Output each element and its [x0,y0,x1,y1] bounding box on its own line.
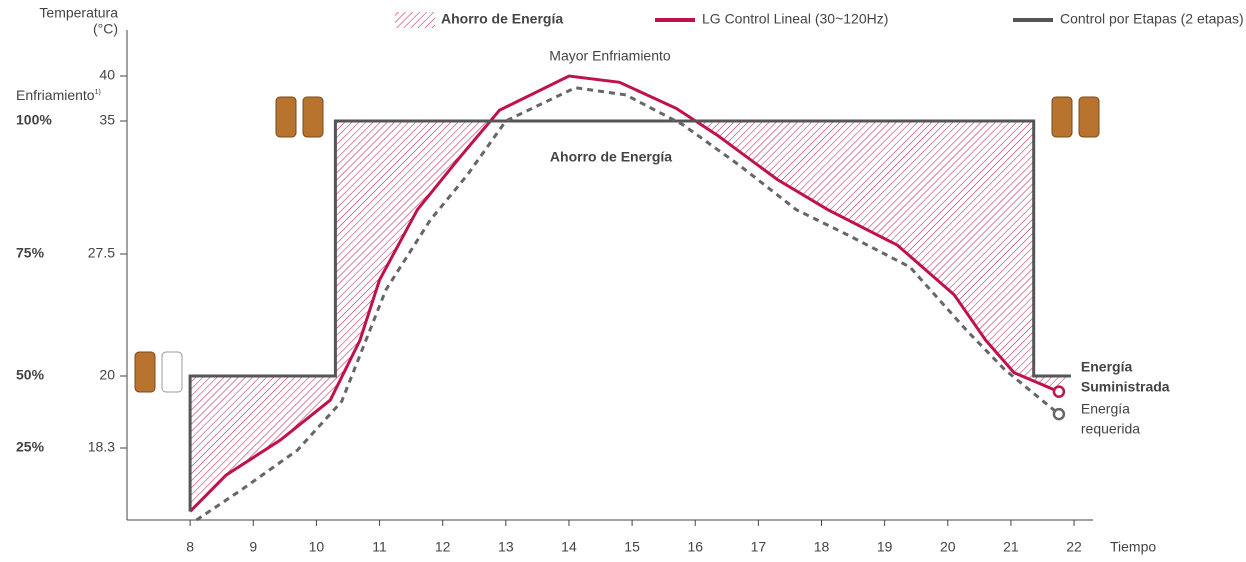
end-marker [1052,385,1066,398]
end-label: requerida [1081,421,1140,437]
cooling-title-text: Enfriamiento [16,87,95,103]
x-tick-label: 12 [435,539,451,555]
end-label: Suministrada [1081,379,1170,395]
x-tick-label: 19 [877,539,893,555]
cooling-tick-label: 100% [16,112,52,128]
y-axis-title: (°C) [93,21,118,37]
x-tick-label: 15 [624,539,640,555]
x-tick-label: 22 [1066,539,1082,555]
x-tick-label: 18 [814,539,830,555]
x-tick-label: 20 [940,539,956,555]
end-marker [1052,407,1066,421]
x-tick-label: 17 [751,539,767,555]
series-line [195,86,1060,522]
cooling-title: Enfriamiento1) [16,87,101,103]
unit-icons [134,96,1100,393]
legend-label: Ahorro de Energía [441,11,563,27]
cooling-tick-label: 50% [16,367,45,383]
x-tick-label: 10 [309,539,325,555]
annotation: Mayor Enfriamiento [549,48,671,64]
x-tick-label: 14 [561,539,577,555]
y-tick-label: 35 [99,112,115,128]
legend-label: LG Control Lineal (30~120Hz) [702,11,888,27]
end-label: Energía [1081,359,1133,375]
y-tick-label: 20 [99,367,115,383]
x-tick-label: 21 [1003,539,1019,555]
series-line [188,119,1071,512]
cooling-tick-label: 25% [16,439,45,455]
y-tick-label: 40 [99,67,115,83]
saving-area [190,121,1071,512]
end-label: Energía [1081,401,1130,417]
annotation: Ahorro de Energía [550,149,672,165]
series-line [189,74,1060,513]
cooling-note: 1) [95,89,101,96]
x-tick-label: 13 [498,539,514,555]
y-axis-title: Temperatura [39,5,118,21]
x-tick-label: 11 [372,539,387,555]
y-tick-label: 27.5 [88,245,115,261]
x-tick-label: 8 [186,539,194,555]
legend-label: Control por Etapas (2 etapas) [1060,11,1244,27]
x-axis-title: Tiempo [1110,539,1156,555]
cooling-tick-label: 75% [16,245,45,261]
legend-swatch [395,12,435,28]
x-tick-label: 16 [687,539,703,555]
y-tick-label: 18.3 [88,439,115,455]
x-tick-label: 9 [249,539,257,555]
